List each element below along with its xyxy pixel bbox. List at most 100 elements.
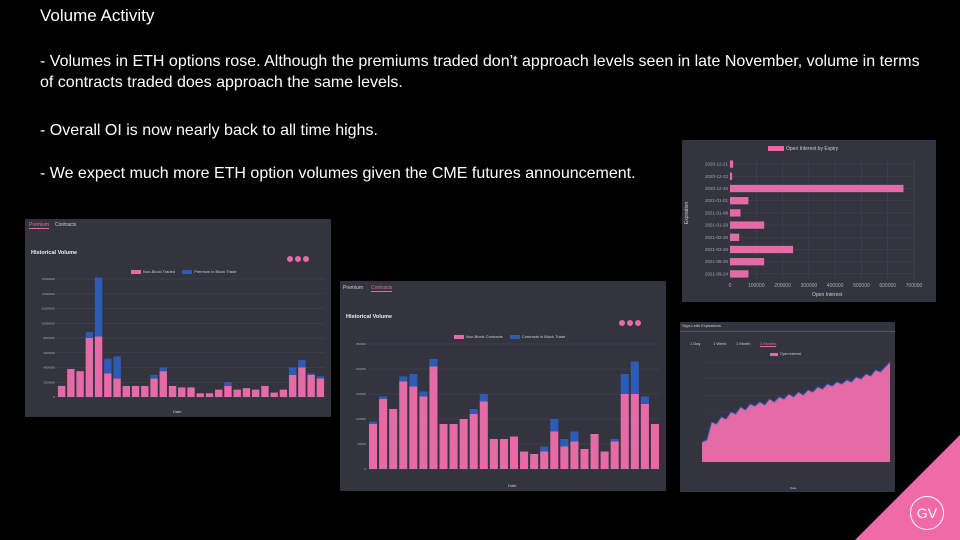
bar-nonblock <box>316 378 325 397</box>
tab-premium[interactable]: Premium <box>29 222 50 229</box>
bar-nonblock <box>590 434 599 469</box>
bar-nonblock <box>389 409 398 469</box>
bar-nonblock <box>570 441 579 469</box>
y-tick-label: 2021-01-29 <box>705 223 729 228</box>
bar-nonblock <box>233 389 241 397</box>
gv-logo: GV <box>910 496 944 530</box>
bar-nonblock <box>215 389 223 397</box>
bullet-volumes: - Volumes in ETH options rose. Although … <box>40 53 920 91</box>
y-tick-label: 14000000 <box>42 292 56 296</box>
legend-label-block: Premium in Block Trade <box>194 269 237 274</box>
y-tick-label: 0 <box>53 395 55 399</box>
legend-label-block: Contracts in Block Trade <box>521 334 566 339</box>
legend-label-nonblock: Non-Block Contracts <box>466 334 503 339</box>
bar-nonblock <box>159 371 167 397</box>
bar-nonblock <box>67 368 75 397</box>
chart-actions[interactable] <box>287 249 311 267</box>
tab-1-day[interactable]: 1 Day <box>690 341 701 346</box>
legend-label-oi: Open Interest by Expiry <box>786 146 839 152</box>
bar-nonblock <box>580 449 589 469</box>
bar-oi <box>730 209 741 217</box>
y-tick-label: 0 <box>364 467 366 471</box>
tab-1-week[interactable]: 1 Week <box>713 341 727 346</box>
bar-oi <box>730 258 765 266</box>
bar-nonblock <box>640 404 649 469</box>
volume-contracts-chart: 0 50000 100000 150000 200000 250000 <box>356 342 660 471</box>
bar-block <box>298 360 306 368</box>
x-axis-label: Open Interest <box>812 292 843 298</box>
bar-nonblock <box>399 381 408 469</box>
bar-nonblock <box>298 367 306 397</box>
y-tick-label: 4000000 <box>43 366 55 370</box>
bar-oi <box>730 197 749 205</box>
bar-block <box>570 431 579 442</box>
y-tick-label: 200000 <box>356 367 366 371</box>
y-tick-label: 2021-09-24 <box>705 271 729 276</box>
bar-nonblock <box>610 441 619 469</box>
x-tick-label: 0 <box>729 283 732 289</box>
chart-title: Historical Volume <box>346 314 393 320</box>
bar-oi <box>730 184 904 193</box>
bar-block <box>640 396 649 404</box>
bar-block <box>620 374 629 394</box>
bar-nonblock <box>187 387 195 397</box>
chart-legend: Open Interest by Expiry <box>762 146 838 152</box>
zoom-in-icon[interactable] <box>619 320 625 326</box>
tab-1-month[interactable]: 1 Month <box>736 341 751 346</box>
bar-nonblock <box>489 439 498 469</box>
chart-actions[interactable] <box>619 313 643 331</box>
y-tick-label: 16000000 <box>42 277 56 281</box>
y-tick-label: 2021-02-26 <box>705 235 729 240</box>
y-tick-label: 10000000 <box>42 321 56 325</box>
oi-line <box>701 361 891 443</box>
x-tick-label: 500000 <box>853 283 870 289</box>
reset-icon[interactable] <box>303 256 309 262</box>
bar-nonblock <box>261 385 269 397</box>
bar-nonblock <box>270 392 278 397</box>
tab-3-months[interactable]: 3 Months <box>760 341 777 347</box>
y-tick-label: 2021-01-01 <box>705 198 729 203</box>
bar-block <box>369 421 378 424</box>
zoom-out-icon[interactable] <box>627 320 633 326</box>
bar-nonblock <box>509 436 519 469</box>
tab-contracts[interactable]: Contracts <box>55 222 77 228</box>
y-axis-label: Expiration <box>684 201 691 225</box>
reset-icon[interactable] <box>635 320 641 326</box>
bar-block <box>113 356 121 379</box>
bar-nonblock <box>279 389 288 397</box>
historical-volume-contracts-panel: Premium Contracts Historical Volume Non-… <box>340 281 666 491</box>
tab-contracts[interactable]: Contracts <box>371 285 393 292</box>
bar-nonblock <box>205 393 214 397</box>
tab-premium[interactable]: Premium <box>343 285 364 291</box>
chart-title: Historical Volume <box>31 250 78 256</box>
bar-oi <box>730 233 740 241</box>
y-tick-label: 2020-12-25 <box>705 186 729 191</box>
open-interest-history-panel: Sign-Leith Expirations 1 Day 1 Week 1 Mo… <box>680 322 895 492</box>
bar-nonblock <box>449 424 458 469</box>
bar-oi <box>730 245 794 254</box>
historical-volume-premium-panel: Premium Contracts Historical Volume Non-… <box>25 219 331 417</box>
bar-nonblock <box>620 394 629 469</box>
chart-legend: Non-Block Contracts Contracts in Block T… <box>448 334 565 339</box>
bar-oi <box>730 172 733 180</box>
bar-nonblock <box>141 385 149 397</box>
bar-block <box>159 367 167 372</box>
bar-nonblock <box>540 451 549 469</box>
bar-block <box>379 396 388 399</box>
bar-block <box>307 373 315 375</box>
bar-nonblock <box>439 424 448 469</box>
bar-nonblock <box>409 386 418 469</box>
bar-nonblock <box>369 424 378 469</box>
y-tick-label: 150000 <box>356 392 366 396</box>
zoom-in-icon[interactable] <box>287 256 293 262</box>
zoom-out-icon[interactable] <box>295 256 301 262</box>
bar-oi <box>730 160 734 168</box>
bar-nonblock <box>550 431 559 469</box>
bar-nonblock <box>520 451 529 469</box>
bar-block <box>316 376 325 379</box>
oi-expiry-chart: 0 100000 200000 300000 400000 500000 600000 700… <box>705 158 923 289</box>
open-interest-by-expiry-panel: Open Interest by Expiry 0 100000 200000 300… <box>682 140 936 302</box>
bar-block <box>409 374 418 387</box>
bar-nonblock <box>242 388 251 397</box>
x-tick-label: 100000 <box>748 283 765 289</box>
